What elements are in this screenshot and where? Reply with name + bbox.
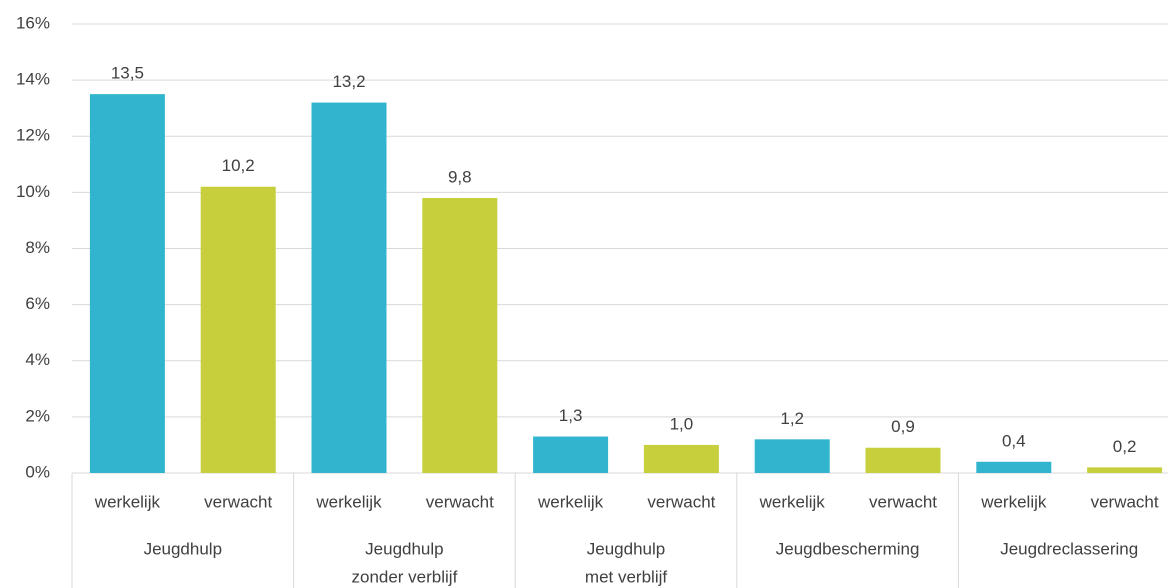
- x-tick-label: werkelijk: [315, 492, 382, 511]
- x-tick-label: verwacht: [869, 492, 937, 511]
- y-tick-label: 4%: [25, 350, 50, 369]
- x-tick-label: werkelijk: [980, 492, 1047, 511]
- value-label: 9,8: [448, 167, 472, 186]
- group-label: met verblijf: [585, 567, 667, 586]
- bar: [311, 102, 387, 473]
- y-tick-label: 12%: [16, 126, 50, 145]
- y-tick-label: 10%: [16, 182, 50, 201]
- bar: [754, 439, 830, 473]
- y-tick-label: 2%: [25, 406, 50, 425]
- y-tick-label: 6%: [25, 294, 50, 313]
- group-label: Jeugdbescherming: [776, 539, 920, 558]
- bar: [976, 461, 1052, 473]
- value-label: 10,2: [222, 156, 255, 175]
- bar: [200, 186, 276, 473]
- group-label: zonder verblijf: [351, 567, 457, 586]
- x-tick-label: werkelijk: [537, 492, 604, 511]
- x-tick-label: verwacht: [426, 492, 494, 511]
- y-tick-label: 14%: [16, 70, 50, 89]
- group-label: Jeugdreclassering: [1000, 539, 1138, 558]
- x-tick-label: verwacht: [1091, 492, 1159, 511]
- bar: [422, 197, 498, 474]
- value-label: 0,2: [1113, 437, 1137, 456]
- bar: [1087, 467, 1163, 473]
- group-label: Jeugdhulp: [144, 539, 222, 558]
- x-tick-label: verwacht: [204, 492, 272, 511]
- bar: [533, 436, 609, 473]
- value-label: 1,3: [559, 406, 583, 425]
- group-label: Jeugdhulp: [365, 539, 443, 558]
- group-label: Jeugdhulp: [587, 539, 665, 558]
- value-label: 13,2: [332, 72, 365, 91]
- value-label: 1,2: [780, 409, 804, 428]
- value-label: 0,4: [1002, 431, 1026, 450]
- bar: [865, 447, 941, 473]
- bar: [89, 94, 165, 473]
- value-label: 1,0: [670, 414, 694, 433]
- value-label: 13,5: [111, 64, 144, 83]
- x-tick-label: werkelijk: [759, 492, 826, 511]
- x-tick-label: verwacht: [647, 492, 715, 511]
- y-tick-label: 8%: [25, 238, 50, 257]
- value-label: 0,9: [891, 417, 915, 436]
- bar: [643, 444, 719, 473]
- y-tick-label: 0%: [25, 462, 50, 481]
- y-tick-label: 16%: [16, 13, 50, 32]
- x-tick-label: werkelijk: [94, 492, 161, 511]
